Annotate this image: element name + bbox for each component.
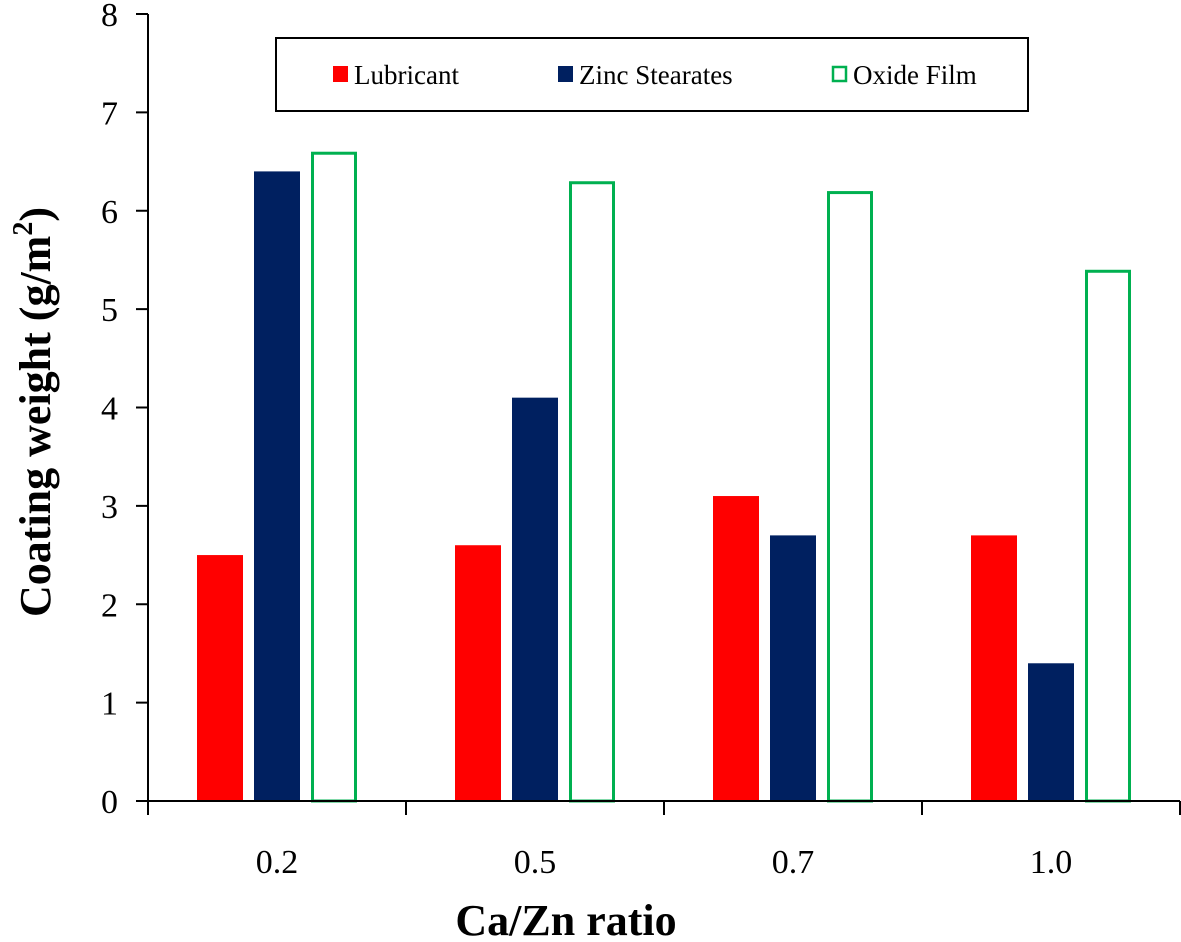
bar-lubricant-0.2 [197,555,243,801]
y-axis-title-superscript: 2 [8,222,39,236]
bar-oxide-film-0.7 [827,191,873,803]
x-axis-title: Ca/Zn ratio [455,896,676,942]
bar-oxide-film-0.5 [569,181,615,803]
x-tick-label-0.5: 0.5 [514,844,557,881]
legend-box [275,37,1029,112]
legend-label-lubricant: Lubricant [354,60,459,90]
y-tick-label-7: 7 [101,95,118,132]
y-tick-label-5: 5 [101,292,118,329]
bar-oxide-film-1.0 [1085,269,1131,803]
y-tick-label-2: 2 [101,587,118,624]
x-tick-label-0.2: 0.2 [256,844,299,881]
y-tick-label-1: 1 [101,686,118,723]
legend-label-zinc-stearates: Zinc Stearates [579,60,733,90]
bar-zinc-stearates-0.5 [512,397,558,801]
bar-zinc-stearates-0.7 [770,535,816,801]
y-tick-label-8: 8 [101,0,118,34]
axes-layer [147,14,1180,802]
y-axis-title: Coating weight (g/m2) [8,207,60,617]
bar-zinc-stearates-1.0 [1028,663,1074,801]
x-tick-label-0.7: 0.7 [772,844,815,881]
y-tick-label-0: 0 [101,784,118,821]
bar-oxide-film-0.2 [311,151,357,803]
bar-lubricant-0.7 [713,496,759,801]
legend-swatch-lubricant [333,66,348,82]
y-ticks-layer: 0 1 2 3 4 5 6 7 8 [101,0,148,821]
legend: Lubricant Zinc Stearates Oxide Film [275,37,1029,112]
x-tick-label-1.0: 1.0 [1030,844,1073,881]
bar-lubricant-1.0 [971,535,1017,801]
x-ticks-layer: 0.2 0.5 0.7 1.0 [147,801,1181,881]
y-axis-title-suffix: ) [11,207,60,222]
legend-items: Lubricant Zinc Stearates Oxide Film [333,60,977,90]
legend-swatch-zinc-stearates [558,66,573,82]
y-tick-label-6: 6 [101,194,118,231]
bars-layer [197,151,1131,803]
bar-lubricant-0.5 [455,545,501,801]
legend-swatch-oxide-film [831,65,848,83]
y-tick-label-3: 3 [101,489,118,526]
bar-zinc-stearates-0.2 [254,171,300,801]
y-axis-title-main: Coating weight (g/m [11,236,60,617]
y-tick-label-4: 4 [101,391,118,428]
legend-label-oxide-film: Oxide Film [853,60,977,90]
